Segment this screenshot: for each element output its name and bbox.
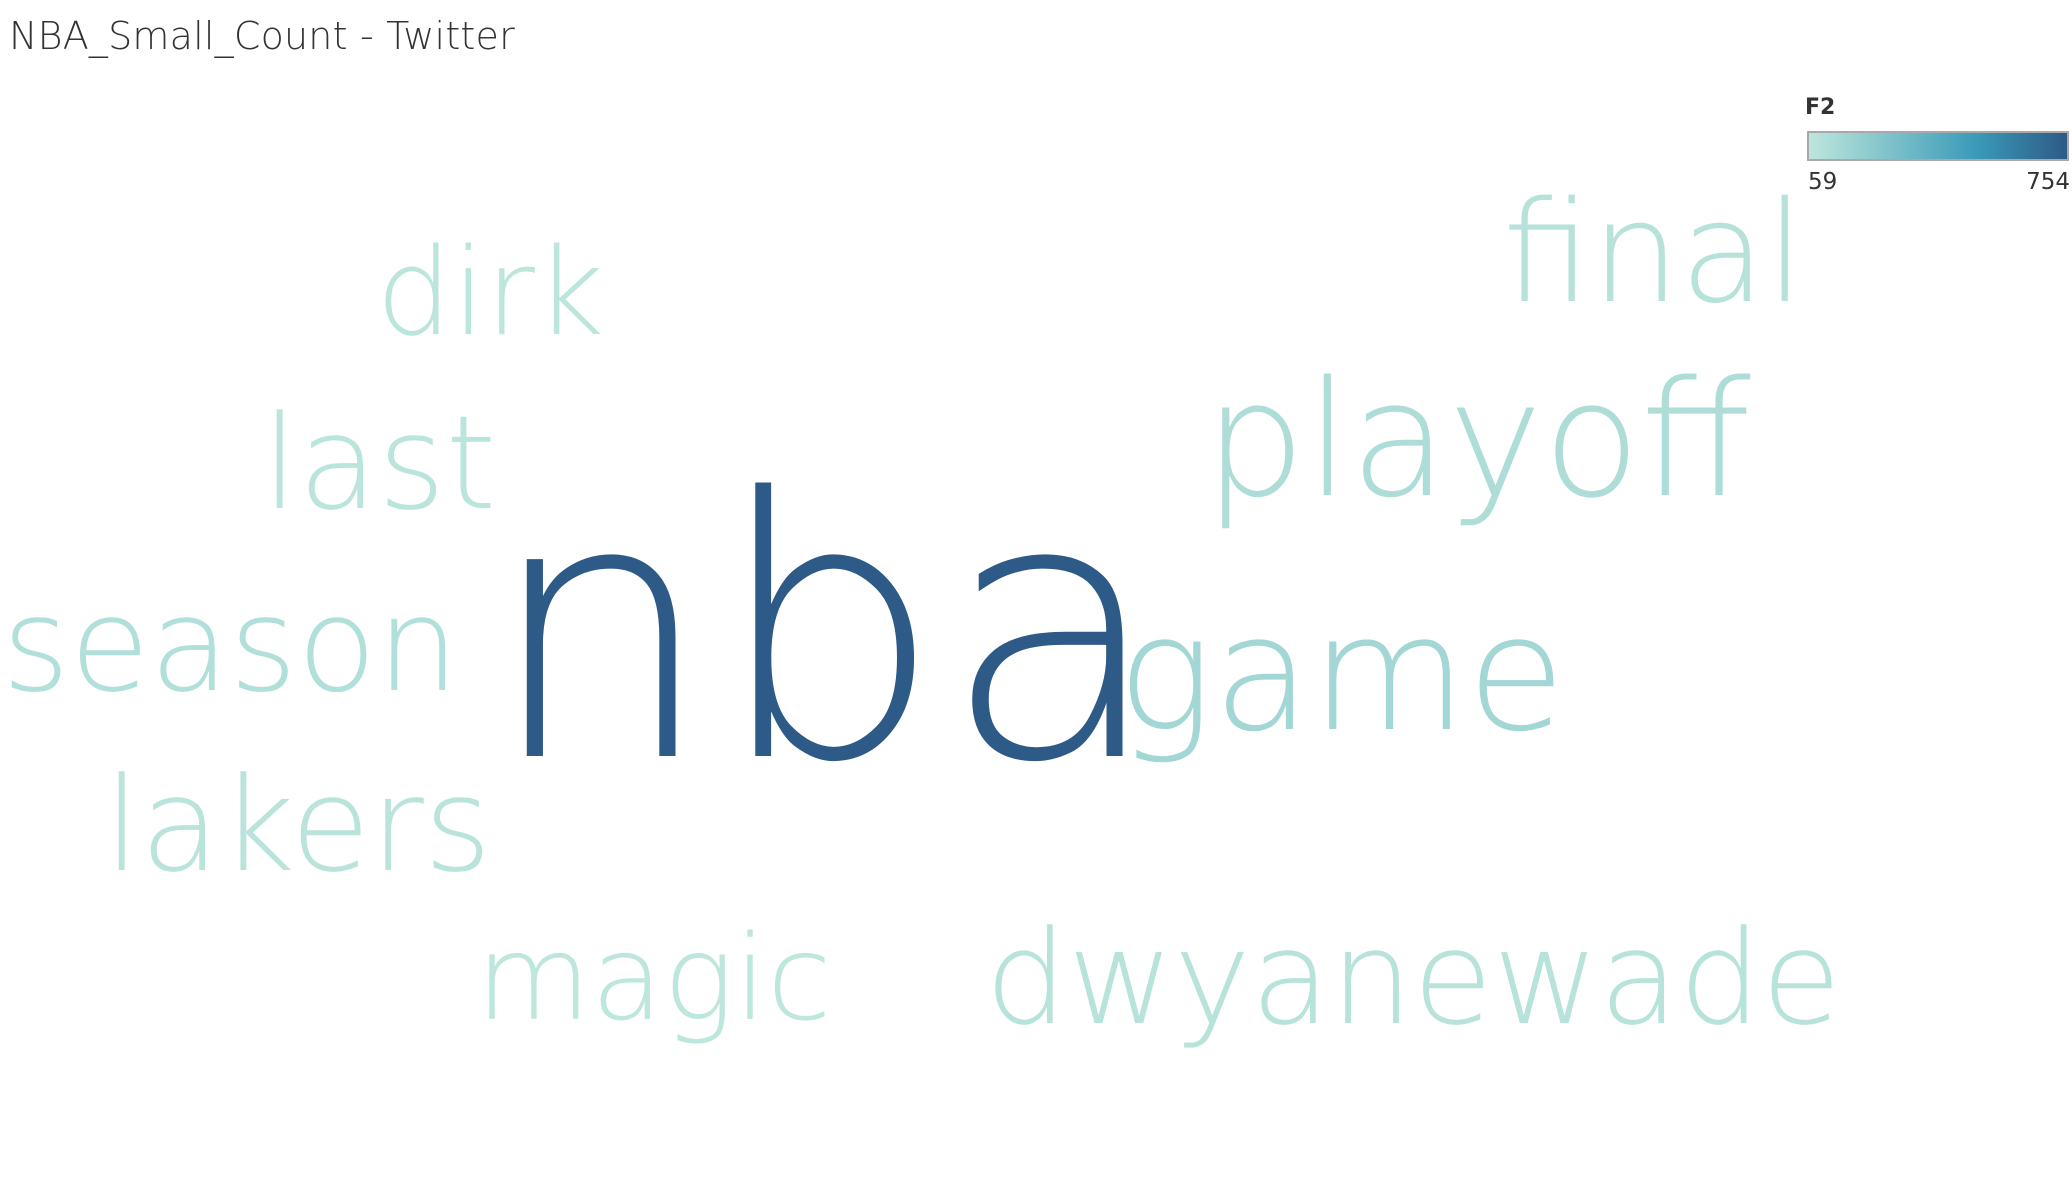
- word-dirk[interactable]: dirk: [376, 224, 605, 363]
- legend-min-label: 59: [1808, 169, 1838, 195]
- word-dwyanewade[interactable]: dwyanewade: [985, 902, 1842, 1054]
- word-nba[interactable]: nba: [486, 422, 1164, 841]
- legend-title: F2: [1805, 95, 1836, 120]
- legend-max-label: 754: [2026, 169, 2070, 195]
- chart-title: NBA_Small_Count - Twitter: [9, 14, 515, 58]
- word-game[interactable]: game: [1117, 580, 1566, 767]
- word-last[interactable]: last: [262, 387, 497, 539]
- legend-color-ramp: [1807, 131, 2069, 161]
- word-final[interactable]: final: [1503, 172, 1805, 335]
- color-legend: F2 59 754: [1805, 95, 2070, 205]
- word-lakers[interactable]: lakers: [104, 749, 492, 901]
- word-season[interactable]: season: [2, 569, 460, 721]
- word-playoff[interactable]: playoff: [1204, 346, 1751, 533]
- word-magic[interactable]: magic: [476, 909, 832, 1047]
